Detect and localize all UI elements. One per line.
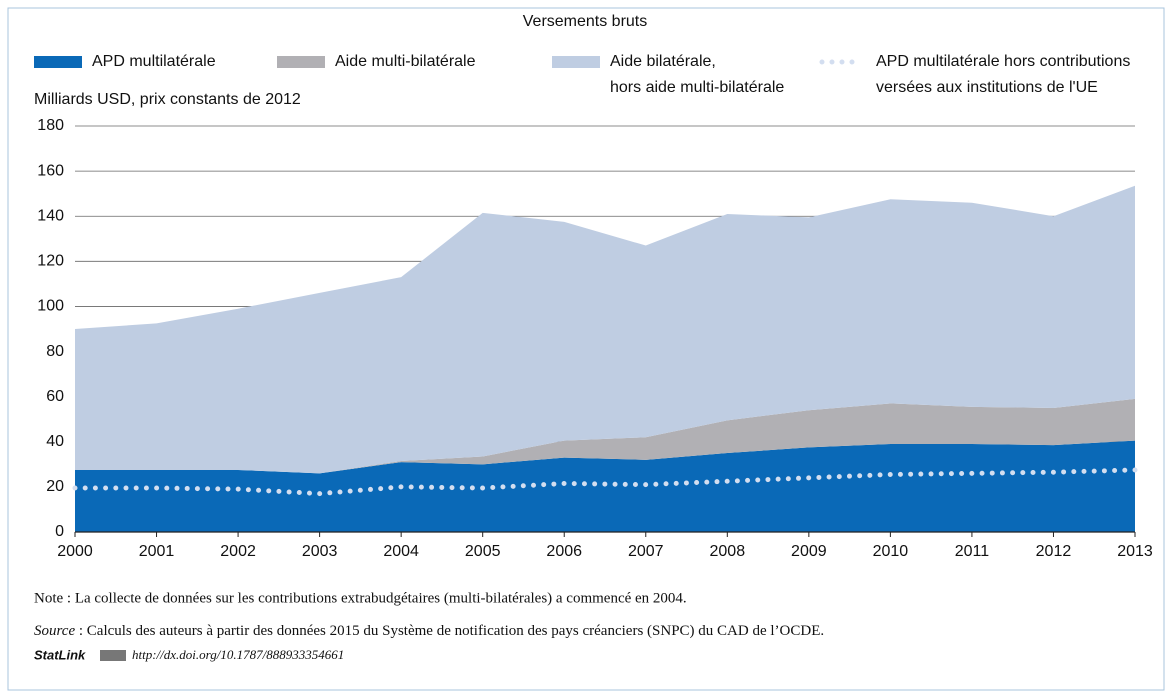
legend-label: Aide bilatérale, hors aide multi-bilatéra…	[610, 53, 784, 96]
x-tick-label: 2011	[955, 543, 990, 560]
legend-label: Aide multi-bilatérale	[335, 53, 476, 70]
x-tick-label: 2002	[220, 543, 256, 560]
chart-title: Versements bruts	[523, 13, 648, 30]
y-axis-label: Milliards USD, prix constants de 2012	[34, 91, 301, 108]
y-tick-label: 100	[37, 298, 64, 315]
source: Source : Calculs des auteurs à partir de…	[34, 623, 824, 639]
x-tick-label: 2004	[383, 543, 419, 560]
x-tick-label: 2008	[710, 543, 746, 560]
x-tick-label: 2012	[1036, 543, 1072, 560]
x-tick-label: 2007	[628, 543, 664, 560]
statlink: StatLink	[34, 647, 86, 662]
source-label: Source	[34, 623, 75, 639]
statlink-icon	[100, 650, 126, 661]
x-tick-label: 2001	[139, 543, 175, 560]
y-tick-label: 20	[46, 478, 64, 495]
x-tick-label: 2003	[302, 543, 338, 560]
x-tick-label: 2009	[791, 543, 827, 560]
legend-label: APD multilatérale hors contributions vers…	[876, 53, 1130, 96]
source-text: : Calculs des auteurs à partir des donné…	[75, 623, 824, 639]
frame	[7, 7, 1165, 691]
x-tick-label: 2013	[1117, 543, 1153, 560]
dotted-line	[72, 467, 1138, 497]
legend-swatch	[277, 56, 325, 68]
y-tick-label: 0	[55, 523, 64, 540]
y-tick-label: 180	[37, 117, 64, 134]
y-tick-label: 120	[37, 253, 64, 270]
y-tick-label: 60	[46, 388, 64, 405]
url: http://dx.doi.org/10.1787/888933354661	[132, 647, 344, 662]
y-tick-label: 80	[46, 343, 64, 360]
y-tick-label: 160	[37, 162, 64, 179]
legend-swatch	[34, 56, 82, 68]
y-tick-label: 40	[46, 433, 64, 450]
x-tick-label: 2006	[546, 543, 582, 560]
y-tick-label: 140	[37, 207, 64, 224]
note: Note : La collecte de données sur les co…	[34, 590, 687, 606]
x-tick-label: 2005	[465, 543, 501, 560]
legend-swatch	[552, 56, 600, 68]
x-tick-label: 2010	[873, 543, 909, 560]
x-tick-label: 2000	[57, 543, 93, 560]
area	[75, 185, 1135, 474]
area	[75, 398, 1135, 474]
legend-label: APD multilatérale	[92, 53, 216, 70]
